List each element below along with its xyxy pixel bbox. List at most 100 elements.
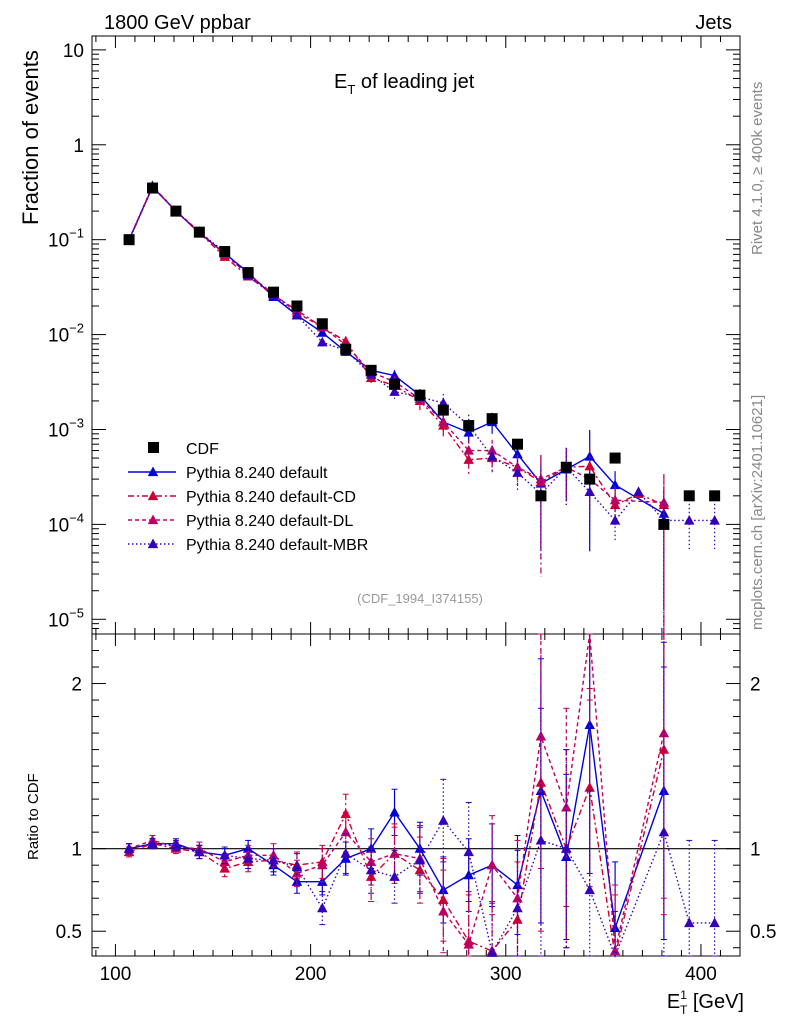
cdf-data-point <box>316 318 328 330</box>
x-tick-label: 200 <box>295 964 327 985</box>
ratio-point <box>317 859 328 870</box>
ratio-point <box>123 843 135 853</box>
y-tick-exp: −1 <box>69 226 84 241</box>
legend-label: Pythia 8.240 default-CD <box>186 489 356 506</box>
legend-entry: CDF <box>148 441 219 458</box>
cdf-data-point <box>340 343 352 355</box>
y-tick-label: 10−4 <box>48 510 84 536</box>
legend-label: Pythia 8.240 default-DL <box>186 513 353 530</box>
cdf-data-point <box>170 205 182 217</box>
ratio-point <box>219 849 230 860</box>
ratio-point <box>365 856 377 867</box>
x-tick-label: 400 <box>685 964 717 985</box>
cdf-data-point <box>219 246 231 258</box>
legend-layer: CDF Pythia 8.240 default Pythia 8.240 defa… <box>128 441 368 554</box>
data-point <box>709 514 720 525</box>
ratio-point <box>463 938 474 949</box>
ratio-point <box>535 730 547 741</box>
y-tick-exp: −4 <box>69 510 84 525</box>
legend-marker <box>147 538 159 549</box>
ratio-point <box>291 867 303 878</box>
series-2 <box>123 180 670 957</box>
data-point <box>609 514 621 525</box>
cdf-data-point <box>486 413 498 425</box>
ratio-point <box>147 838 158 848</box>
ratio-point <box>170 839 182 850</box>
data-point <box>512 448 523 459</box>
y-tick-label: 10−2 <box>48 321 84 347</box>
y-tick-label: 10−1 <box>48 226 84 252</box>
ratio-point <box>291 876 303 886</box>
ratio-point <box>365 864 377 875</box>
legend-entry: Pythia 8.240 default <box>128 465 328 482</box>
data-point <box>633 486 644 497</box>
cdf-data-point <box>123 234 135 246</box>
mcplots-label: mcplots.cern.ch [arXiv:2401.10621] <box>749 395 766 630</box>
cdf-data-point <box>535 490 547 502</box>
data-point <box>389 386 400 396</box>
ratio-point <box>584 782 595 792</box>
header-right: Jets <box>695 12 732 34</box>
cdf-data-point <box>389 378 401 390</box>
cdf-data-point <box>511 438 523 450</box>
series-line <box>128 185 665 506</box>
data-point <box>317 327 328 337</box>
y-tick-base: 10 <box>48 610 69 631</box>
ratio-y-axis-label: Ratio to CDF <box>25 773 42 860</box>
y-tick-base: 10 <box>48 420 69 441</box>
ratio-tick-label-right: 1 <box>750 840 761 861</box>
cdf-data-point <box>584 473 596 485</box>
data-point <box>658 497 670 507</box>
ratio-point <box>389 871 400 881</box>
data-point <box>291 309 303 320</box>
data-point <box>684 514 695 525</box>
ratio-point <box>486 859 498 870</box>
ratio-point <box>317 876 328 886</box>
cdf-data-point <box>709 490 721 502</box>
analysis-id: (CDF_1994_I374155) <box>357 591 483 606</box>
ratio-point <box>291 861 303 871</box>
ratio-point <box>242 853 254 863</box>
cdf-data-point <box>242 267 254 279</box>
cdf-data-point <box>683 490 695 502</box>
ratio-point <box>463 846 474 857</box>
cdf-data-point <box>609 452 621 464</box>
ratio-point <box>194 846 205 857</box>
y-tick-label: 10−5 <box>48 605 84 631</box>
ratio-point <box>609 945 621 956</box>
series-0 <box>123 181 670 957</box>
x-axis-label-sup: 1 <box>680 988 687 1002</box>
data-point <box>438 416 449 427</box>
legend-entry: Pythia 8.240 default-MBR <box>128 537 368 554</box>
ratio-point <box>438 905 449 916</box>
y-tick-base: 10 <box>48 326 69 347</box>
x-tick-label: 300 <box>490 964 522 985</box>
legend-entry: Pythia 8.240 default-DL <box>128 513 353 530</box>
y-tick-exp: −3 <box>69 415 84 430</box>
cdf-data-point <box>658 518 670 530</box>
data-point <box>512 461 523 472</box>
cdf-data-point <box>414 389 426 401</box>
ratio-point <box>584 884 595 895</box>
data-point <box>463 445 474 455</box>
ratio-tick-label-right: 2 <box>750 675 761 696</box>
ratio-point <box>463 869 474 880</box>
x-axis-label-sub: T <box>680 1003 688 1017</box>
ratio-point <box>709 917 720 928</box>
ratio-tick-label-right: 0.5 <box>750 922 776 943</box>
cdf-data-point <box>193 226 205 238</box>
legend-marker <box>148 442 159 453</box>
cdf-data-point <box>463 420 475 432</box>
legend-label: CDF <box>186 441 219 458</box>
ratio-point <box>535 834 547 845</box>
legend-marker <box>147 466 159 477</box>
cdf-data-point <box>147 182 159 194</box>
data-point <box>609 499 621 510</box>
y-tick-exp: −2 <box>69 321 84 336</box>
ratio-point <box>684 917 695 928</box>
legend-entry: Pythia 8.240 default-CD <box>128 489 356 506</box>
cdf-data-point <box>291 300 303 312</box>
series-line <box>128 184 664 504</box>
ratio-line <box>128 633 665 952</box>
